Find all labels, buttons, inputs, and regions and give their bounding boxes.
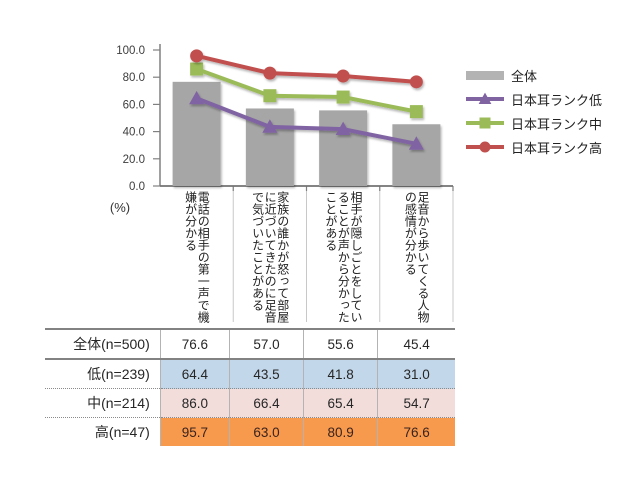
- legend-label: 日本耳ランク高: [511, 140, 603, 156]
- value-cell: 63.0: [228, 417, 304, 446]
- square-marker: [190, 62, 204, 76]
- legend-item-1: 日本耳ランク低: [465, 87, 602, 111]
- category-label-text: 足音から歩いてくる人物の感情が分かる: [403, 191, 430, 323]
- value-cell: 76.6: [377, 417, 455, 446]
- table-row: 高(n=47) 95.7 63.0 80.9 76.6: [45, 417, 455, 446]
- circle-line-swatch-icon: [466, 141, 504, 153]
- data-line: [195, 96, 417, 146]
- result-table: 全体(n=500) 76.6 57.0 55.6 45.4 低(n=239) 64.4 43.…: [45, 328, 455, 446]
- square-marker: [263, 89, 277, 103]
- y-tick-label: 80.0: [123, 72, 145, 84]
- square-marker: [336, 90, 350, 104]
- table-row: 低(n=239) 64.4 43.5 41.8 31.0: [45, 359, 455, 389]
- line-series: [190, 62, 423, 119]
- circle-marker: [479, 141, 491, 153]
- y-tick-label: 20.0: [123, 154, 145, 166]
- value-cell: 95.7: [159, 417, 230, 446]
- y-tick-label: 40.0: [123, 127, 145, 139]
- row-label: 低(n=239): [45, 359, 161, 389]
- chart-legend: 全体日本耳ランク低 日本耳ランク中 日本耳ランク高: [465, 63, 602, 159]
- triangle-marker: [262, 119, 278, 133]
- y-tick-label: 0.0: [129, 181, 145, 193]
- triangle-marker: [335, 121, 351, 136]
- y-tick-label: 60.0: [123, 99, 145, 111]
- table-row: 中(n=214) 86.0 66.4 65.4 54.7: [45, 388, 455, 418]
- circle-marker: [409, 75, 423, 89]
- square-marker: [479, 117, 491, 129]
- value-cell: 55.6: [303, 328, 378, 360]
- value-cell: 43.5: [228, 359, 304, 389]
- bar: [392, 124, 441, 186]
- category-label-text: 電話の相手の第一声で機嫌が分かる: [183, 191, 211, 323]
- triangle-marker: [408, 136, 424, 150]
- category-label: 相手が隠しごとをしていることが声から分かったことがある: [307, 191, 380, 325]
- square-marker: [409, 105, 423, 119]
- value-cell: 54.7: [377, 388, 455, 418]
- triangle-marker: [478, 92, 492, 104]
- value-cell: 76.6: [159, 328, 230, 360]
- legend-item-3: 日本耳ランク高: [465, 135, 602, 159]
- circle-marker: [190, 49, 204, 63]
- legend-item-0: 全体: [465, 63, 602, 87]
- row-label: 中(n=214): [45, 388, 161, 418]
- category-label: 電話の相手の第一声で機嫌が分かる: [160, 191, 233, 325]
- value-cell: 45.4: [377, 328, 455, 360]
- data-line: [196, 53, 417, 84]
- legend-item-2: 日本耳ランク中: [465, 111, 602, 135]
- value-cell: 64.4: [159, 359, 230, 389]
- value-cell: 66.4: [228, 388, 304, 418]
- category-label-text: 家族の誰かが怒って部屋に近づいてきたのに足音で気づいたことがある: [250, 191, 290, 323]
- value-cell: 41.8: [303, 359, 378, 389]
- legend-label: 日本耳ランク中: [511, 116, 603, 132]
- triangle-line-swatch-icon: [466, 92, 504, 104]
- value-cell: 57.0: [228, 328, 304, 360]
- value-cell: 80.9: [303, 417, 378, 446]
- triangle-marker: [189, 90, 205, 105]
- bar-swatch-icon: [466, 71, 504, 80]
- y-axis-unit-label: (%): [109, 200, 131, 215]
- data-line: [195, 67, 417, 114]
- legend-label: 日本耳ランク低: [511, 92, 603, 108]
- line-series: [190, 49, 423, 89]
- line-series: [189, 90, 424, 150]
- category-label: 足音から歩いてくる人物の感情が分かる: [380, 191, 453, 325]
- circle-marker: [263, 66, 277, 80]
- category-label-text: 相手が隠しごとをしていることが声から分かったことがある: [323, 191, 364, 323]
- square-line-swatch-icon: [466, 117, 504, 129]
- value-cell: 86.0: [159, 388, 230, 418]
- table-row: 全体(n=500) 76.6 57.0 55.6 45.4: [45, 328, 455, 360]
- row-label: 高(n=47): [45, 417, 161, 446]
- value-cell: 31.0: [377, 359, 455, 389]
- y-tick-label: 100.0: [116, 45, 145, 57]
- row-label: 全体(n=500): [45, 328, 161, 360]
- category-label: 家族の誰かが怒って部屋に近づいてきたのに足音で気づいたことがある: [233, 191, 306, 325]
- circle-marker: [336, 69, 350, 83]
- value-cell: 65.4: [303, 388, 378, 418]
- legend-label: 全体: [511, 68, 538, 84]
